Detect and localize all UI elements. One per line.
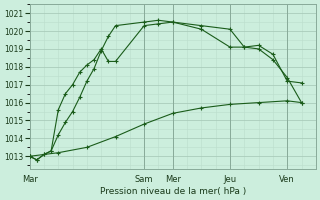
X-axis label: Pression niveau de la mer( hPa ): Pression niveau de la mer( hPa ) [100, 187, 246, 196]
